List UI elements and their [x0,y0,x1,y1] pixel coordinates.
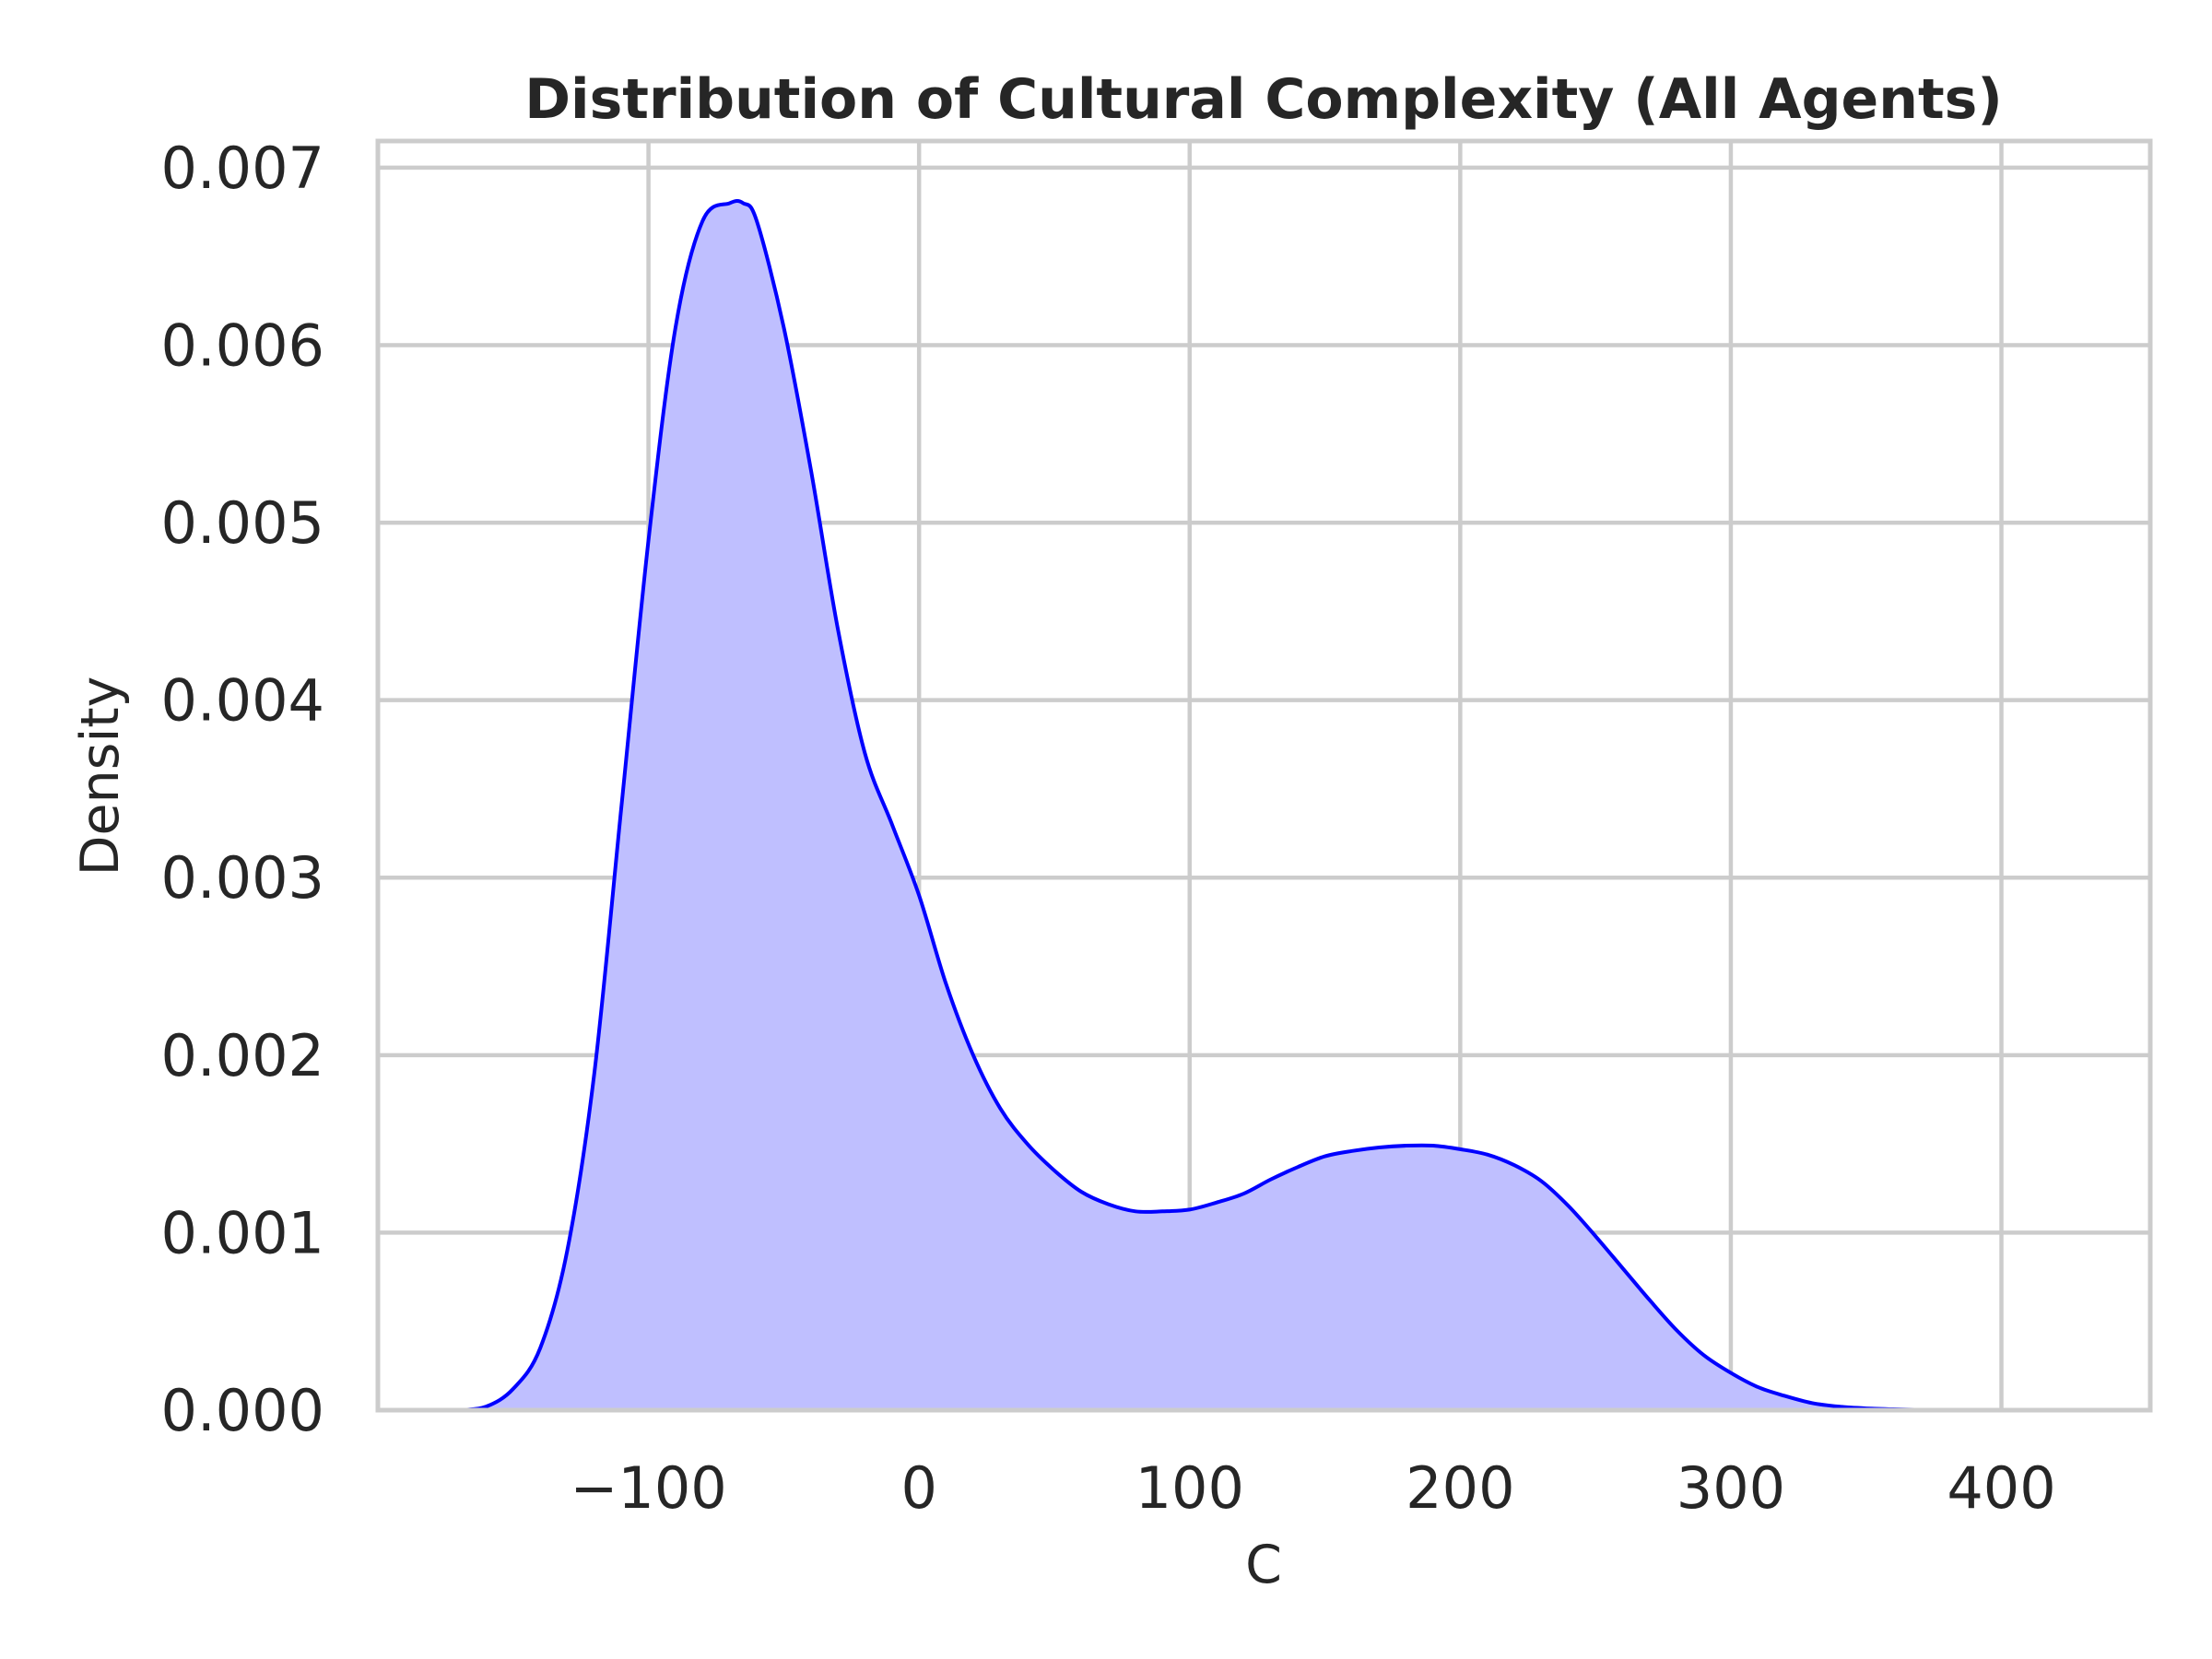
density-curve-line [458,199,1975,1412]
plot-frame [375,138,2153,1413]
x-tick-label: 200 [1406,1454,1514,1522]
y-axis-title: Density [70,677,131,877]
y-axis-ticks: 0.000 0.001 0.002 0.003 0.004 0.005 0.006 0.007 [161,135,325,1444]
x-tick-label: −100 [570,1454,726,1522]
chart-title: Distribution of Cultural Complexity (All… [524,67,2003,132]
y-tick-label: 0.003 [161,844,325,912]
y-tick-label: 0.002 [161,1022,325,1089]
y-tick-label: 0.006 [161,312,325,379]
x-tick-label: 300 [1677,1454,1785,1522]
y-tick-label: 0.001 [161,1199,325,1266]
y-tick-label: 0.005 [161,489,325,557]
y-tick-label: 0.007 [161,135,325,202]
x-axis-title: C [1245,1535,1282,1595]
y-tick-label: 0.000 [161,1377,325,1444]
x-axis-ticks: −100 0 100 200 300 400 [570,1454,2055,1522]
x-tick-label: 100 [1135,1454,1244,1522]
x-tick-label: 0 [900,1454,936,1522]
density-area-fill [459,201,1975,1411]
x-tick-label: 400 [1947,1454,2055,1522]
y-tick-label: 0.004 [161,667,325,735]
